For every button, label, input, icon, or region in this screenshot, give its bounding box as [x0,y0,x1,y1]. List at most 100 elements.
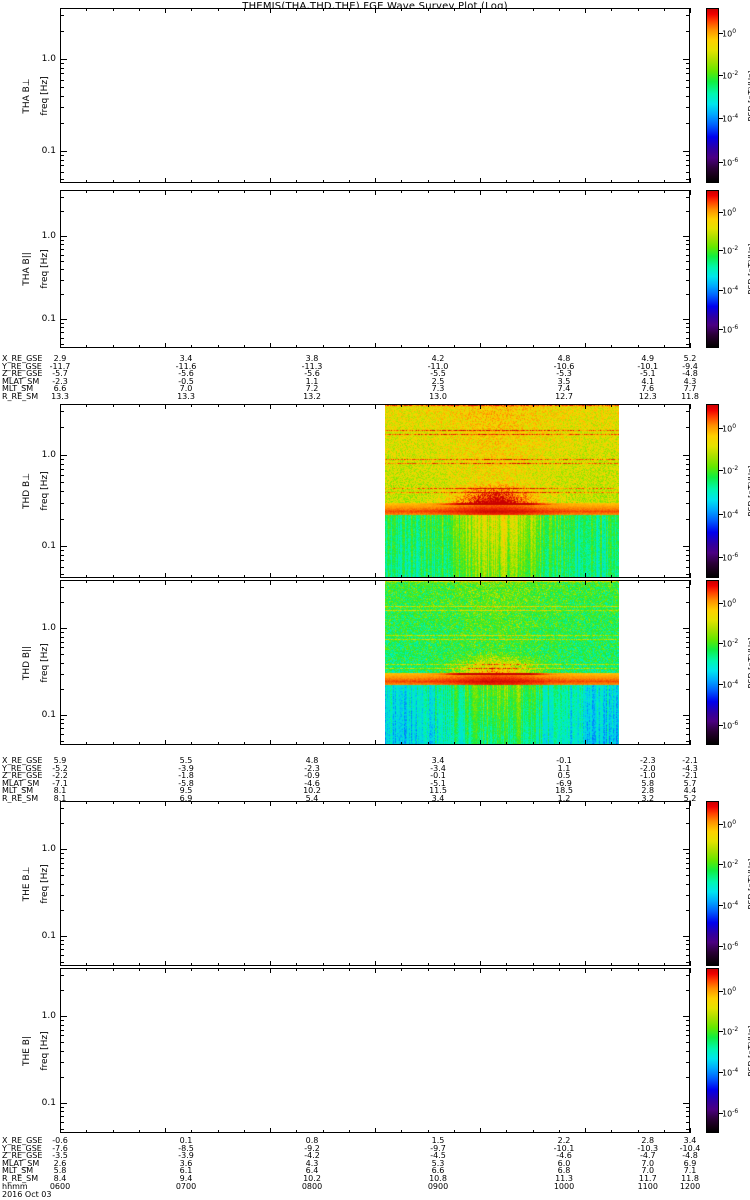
x-tick [664,580,665,583]
y-tick-minor [686,68,690,69]
ephemeris-value: -4.8 [682,1151,698,1161]
y-tick-minor [686,427,690,428]
y-tick-minor [686,323,690,324]
x-tick [323,190,324,193]
x-tick [480,178,481,183]
y-tick-minor [686,244,690,245]
ephemeris-value: -0.9 [304,771,320,781]
x-tick [664,742,665,745]
y-tick-label: 1.0 [41,623,56,634]
x-tick [506,963,507,966]
y-tick-minor [686,654,690,655]
ephemeris-value: 1.1 [305,376,319,386]
y-tick-major [683,319,690,320]
colorbar-tick-label: 10-4 [722,1066,739,1078]
x-tick [375,740,376,745]
ephemeris-value: 4.8 [305,756,319,765]
y-tick-minor [686,73,690,74]
ephemeris-value: -11.6 [175,361,197,371]
y-tick-minor [60,1107,64,1108]
y-tick-minor [686,550,690,551]
ephemeris-value: 18.5 [555,786,573,796]
y-tick-minor [686,269,690,270]
y-tick-minor [686,574,690,575]
colorbar-tick-label: 100 [722,598,737,609]
ephemeris-value: 5.5 [179,756,193,765]
ephemeris-value: 6.6 [53,384,67,394]
colorbar-tick-label: 10-6 [722,941,739,952]
ephemeris-value: 5.7 [683,778,697,788]
y-tick-minor [686,491,690,492]
x-tick [533,404,534,407]
ephemeris-value: 1.1 [557,763,571,773]
x-tick [585,801,586,806]
ephemeris-value: 11.5 [429,786,447,796]
x-tick [506,345,507,348]
y-tick-minor [686,459,690,460]
x-tick [611,180,612,183]
x-tick [296,8,297,11]
x-tick [165,801,166,806]
x-tick [323,575,324,578]
x-tick [559,180,560,183]
y-tick-minor [686,1042,690,1043]
y-tick-minor [686,1062,690,1063]
x-tick [585,404,586,409]
x-tick [165,190,166,195]
y-tick-minor [686,808,690,809]
x-tick [454,968,455,971]
ephemeris-value: 5.8 [641,778,655,788]
colorbar-tick [719,1072,723,1073]
ephemeris-value: 1100 [637,1181,658,1191]
y-axis-title-tha-bperp: freq [Hz] [40,75,50,116]
y-tick-minor [686,990,690,991]
y-tick-minor [686,455,690,456]
x-tick [664,963,665,966]
ephemeris-value: 6.4 [305,1166,319,1176]
y-tick-minor [686,940,690,941]
x-tick [585,740,586,745]
x-tick [454,580,455,583]
y-tick-major [60,151,67,152]
y-tick-minor [686,1020,690,1021]
x-tick [244,742,245,745]
y-tick-minor [60,269,64,270]
x-tick [165,178,166,183]
x-tick [664,575,665,578]
y-tick-minor [60,172,64,173]
x-tick [218,575,219,578]
y-tick-minor [686,910,690,911]
x-tick [690,178,691,183]
y-tick-minor [60,723,64,724]
x-tick [480,1128,481,1133]
ephemeris-value: 6.6 [431,1166,445,1176]
y-tick-minor [60,31,64,32]
ephemeris-value: -9.7 [430,1143,446,1153]
y-tick-minor [60,674,64,675]
colorbar-tick [719,643,723,644]
y-tick-minor [60,975,64,976]
ephemeris-row-label: Y_RE_GSE [2,763,42,773]
ephemeris-value: 0.8 [305,1136,319,1145]
ephemeris-value: 11.7 [638,1174,657,1183]
y-tick-minor [60,689,64,690]
ephemeris-value: 3.4 [431,756,445,765]
plot-panel-the-bperp [60,801,690,966]
colorbar-tick [719,991,723,992]
y-tick-minor [686,1035,690,1036]
x-tick [611,968,612,971]
x-tick [401,968,402,971]
x-tick [270,343,271,348]
x-tick [349,580,350,583]
y-tick-minor [60,823,64,824]
x-tick [139,190,140,193]
x-tick [323,580,324,583]
ephemeris-value: 1.5 [431,1136,445,1145]
y-tick-minor [686,123,690,124]
y-tick-minor [60,602,64,603]
y-tick-minor [60,519,64,520]
x-tick [270,573,271,578]
ephemeris-value: 5.3 [431,1158,445,1168]
colorbar-tick-label: 10-6 [722,720,739,731]
